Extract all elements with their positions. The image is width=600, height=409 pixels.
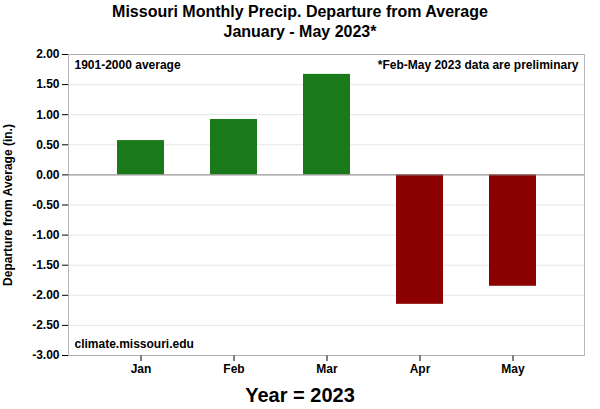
svg-text:Mar: Mar (316, 362, 338, 376)
svg-text:Apr: Apr (410, 362, 431, 376)
svg-text:Departure from Average (in.): Departure from Average (in.) (1, 124, 15, 286)
html-text:January - May 2023*: January - May 2023* (223, 23, 377, 40)
svg-text:-1.50: -1.50 (32, 258, 60, 272)
svg-text:-2.00: -2.00 (32, 288, 60, 302)
svg-text:May: May (501, 362, 525, 376)
svg-text:1.50: 1.50 (36, 77, 60, 91)
svg-text:0.50: 0.50 (36, 138, 60, 152)
svg-text:1901-2000 average: 1901-2000 average (75, 58, 181, 72)
svg-text:Feb: Feb (223, 362, 244, 376)
svg-text:Jan: Jan (131, 362, 152, 376)
svg-text:*Feb-May 2023 data are prelimi: *Feb-May 2023 data are preliminary (378, 58, 579, 72)
svg-text:-1.00: -1.00 (32, 228, 60, 242)
svg-text:0.00: 0.00 (36, 168, 60, 182)
html-text:Year = 2023: Year = 2023 (245, 384, 355, 406)
html-text:Missouri Monthly Precip. Depar: Missouri Monthly Precip. Departure from … (112, 3, 488, 20)
svg-text:climate.missouri.edu: climate.missouri.edu (75, 337, 194, 351)
svg-text:2.00: 2.00 (36, 47, 60, 61)
svg-text:-0.50: -0.50 (32, 198, 60, 212)
svg-text:-2.50: -2.50 (32, 318, 60, 332)
svg-text:1.00: 1.00 (36, 108, 60, 122)
svg-text:-3.00: -3.00 (32, 348, 60, 362)
